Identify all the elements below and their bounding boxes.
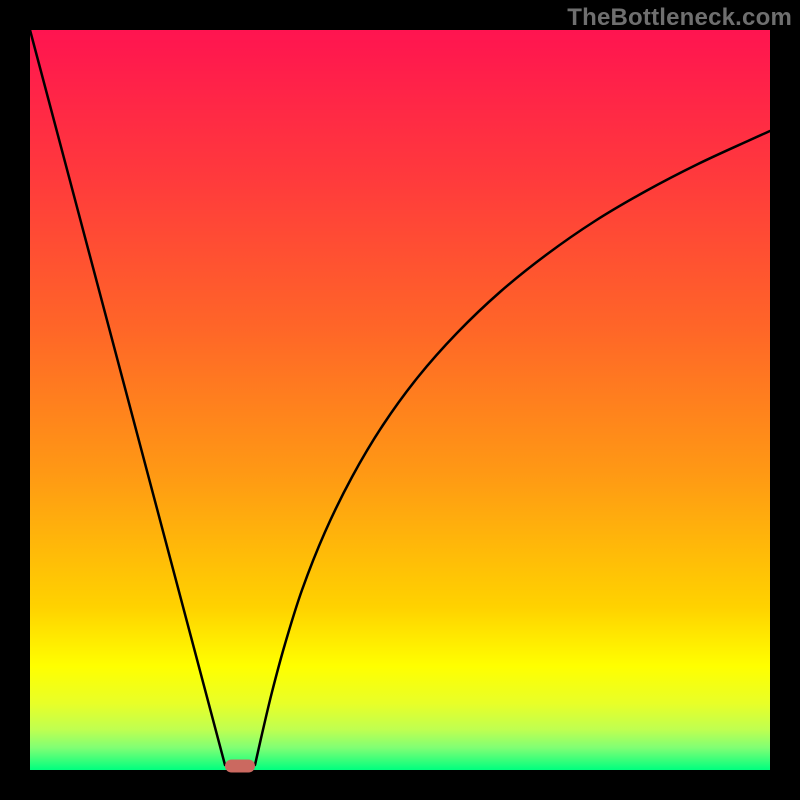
watermark: TheBottleneck.com — [567, 4, 792, 32]
left-branch — [30, 30, 225, 765]
bottleneck-marker — [225, 760, 255, 773]
right-branch — [255, 131, 770, 765]
curve-layer — [0, 0, 800, 800]
chart-root: TheBottleneck.com — [0, 0, 800, 800]
